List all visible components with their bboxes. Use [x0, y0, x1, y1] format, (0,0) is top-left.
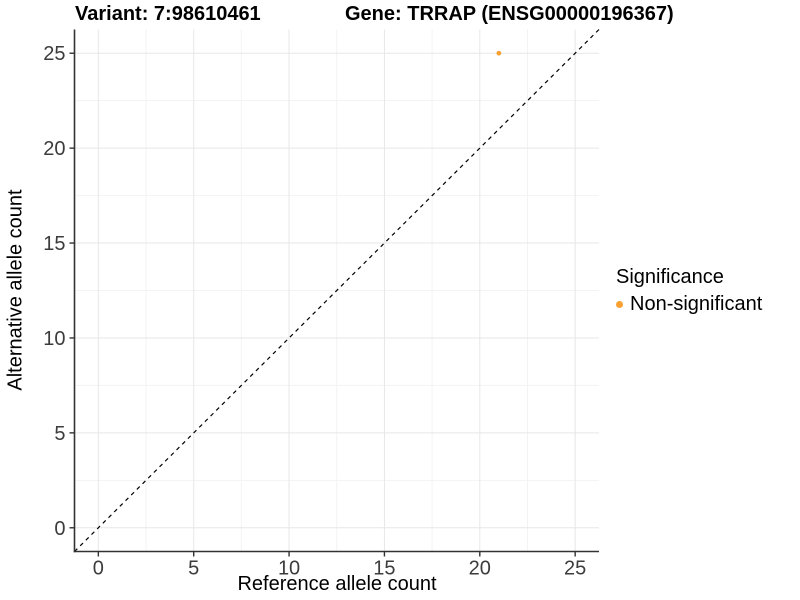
- y-tick-label: 25: [43, 43, 65, 65]
- x-tick-label: 0: [93, 558, 104, 580]
- y-tick-label: 20: [43, 138, 65, 160]
- x-tick-label: 15: [373, 558, 395, 580]
- x-tick-label: 5: [188, 558, 199, 580]
- x-tick-label: 20: [469, 558, 491, 580]
- y-axis-label: Alternative allele count: [4, 189, 27, 391]
- identity-reference-line: [74, 29, 600, 552]
- y-tick-label: 5: [54, 423, 65, 445]
- x-axis-label: Reference allele count: [237, 573, 437, 595]
- y-tick-label: 0: [54, 518, 65, 540]
- legend: Significance Non-significant: [616, 265, 762, 316]
- x-tick-label: 10: [278, 558, 300, 580]
- x-tick-label: 25: [564, 558, 586, 580]
- plot-title-gene: Gene: TRRAP (ENSG00000196367): [345, 3, 674, 25]
- y-tick-label: 15: [43, 233, 65, 255]
- plot-title-variant: Variant: 7:98610461: [75, 3, 261, 25]
- y-tick-label: 10: [43, 328, 65, 350]
- legend-title: Significance: [616, 266, 724, 288]
- legend-item-label: Non-significant: [630, 293, 763, 315]
- legend-key-dot: [616, 300, 623, 308]
- data-point: [496, 50, 502, 56]
- legend-item-non-significant: Non-significant: [616, 292, 762, 316]
